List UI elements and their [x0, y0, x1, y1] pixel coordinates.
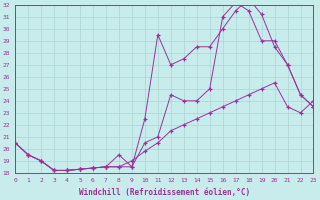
X-axis label: Windchill (Refroidissement éolien,°C): Windchill (Refroidissement éolien,°C)	[79, 188, 250, 197]
